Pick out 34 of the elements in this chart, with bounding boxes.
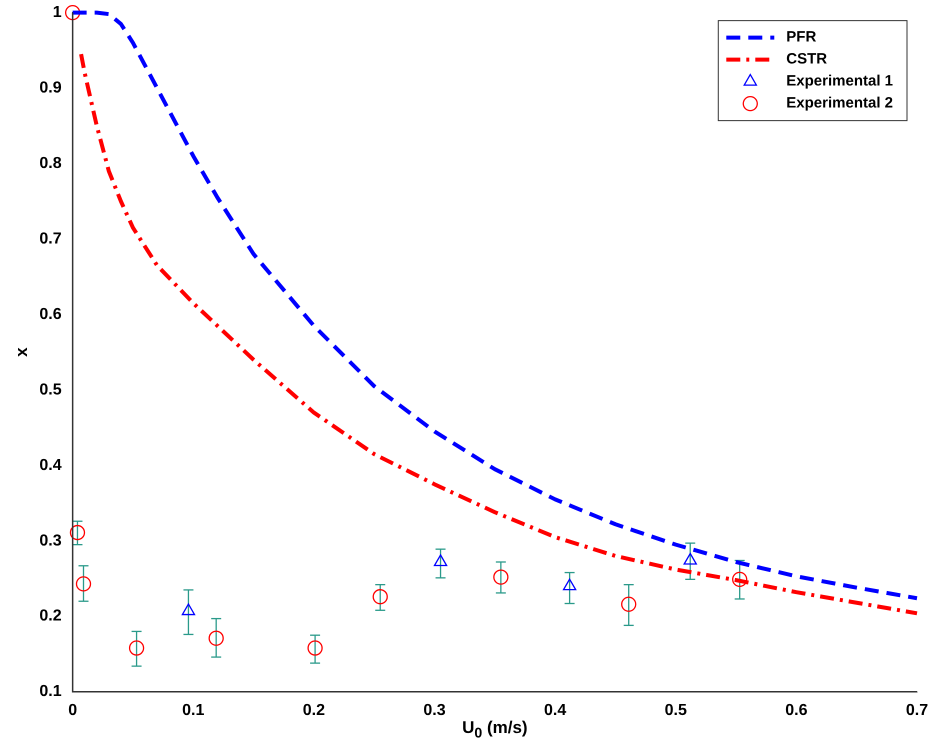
point	[70, 524, 86, 540]
y-tick-label: 0.4	[39, 456, 62, 474]
point	[732, 572, 748, 588]
point	[493, 569, 508, 585]
x-tick-label: 0.4	[544, 702, 566, 719]
y-axis-title: x	[12, 346, 31, 357]
x-tick-label: 0.6	[785, 702, 808, 719]
point	[621, 596, 636, 612]
y-tick-label: 0.7	[39, 230, 62, 248]
point	[76, 576, 92, 592]
legend-label: PFR	[786, 28, 816, 46]
point	[307, 640, 323, 656]
x-tick-label: 0.7	[906, 702, 928, 719]
point	[208, 630, 224, 646]
y-tick-label: 0.5	[39, 381, 62, 398]
y-tick-label: 0.9	[39, 79, 62, 96]
x-tick-label: 0.3	[423, 702, 446, 719]
x-tick-label: 0	[68, 702, 78, 719]
point	[128, 640, 144, 656]
point	[64, 4, 80, 20]
x-tick-label: 0.5	[664, 702, 687, 719]
y-tick-label: 0.2	[39, 608, 62, 625]
point	[372, 589, 388, 604]
y-tick-label: 0.8	[39, 154, 62, 172]
y-tick-label: 0.1	[39, 683, 62, 700]
legend-label: Experimental 2	[786, 94, 894, 112]
x-axis-title: U$_{0}$ (m/s)	[462, 718, 528, 742]
x-tick-label: 0.1	[182, 702, 204, 719]
y-tick-label: 0.3	[39, 532, 62, 550]
legend-label: CSTR	[786, 50, 828, 68]
legend-label: Experimental 1	[786, 72, 894, 90]
x-tick-label: 0.2	[302, 702, 326, 719]
y-tick-label: 0.6	[39, 306, 62, 323]
y-tick-label: 1	[52, 4, 62, 22]
